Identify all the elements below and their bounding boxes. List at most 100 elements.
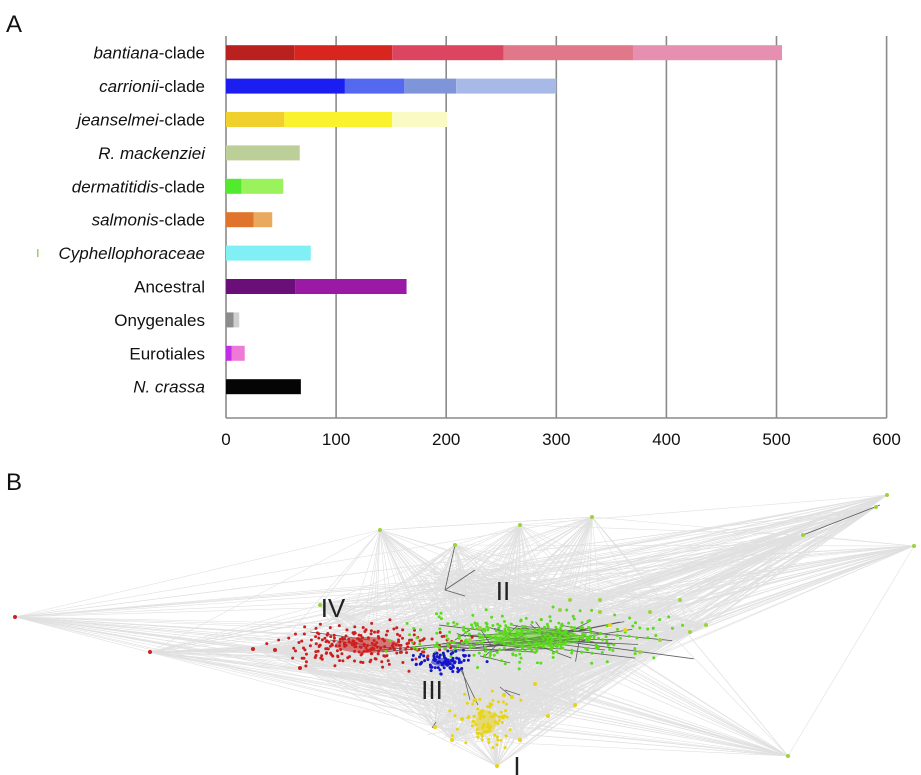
node <box>475 627 479 631</box>
node <box>422 654 426 658</box>
edge <box>379 529 611 626</box>
node <box>414 657 418 661</box>
node <box>438 631 442 635</box>
node <box>565 608 569 612</box>
edge <box>519 524 691 633</box>
category-label: R. mackenziei <box>98 144 206 163</box>
node <box>499 715 503 719</box>
node <box>589 631 593 635</box>
node <box>496 722 500 726</box>
node <box>385 654 389 658</box>
node <box>667 615 671 619</box>
node <box>524 616 528 620</box>
edge <box>689 534 804 633</box>
node <box>499 710 503 714</box>
node <box>407 669 411 673</box>
edge <box>499 686 513 698</box>
edge <box>14 529 381 618</box>
node <box>606 643 610 647</box>
edge <box>468 668 476 701</box>
node <box>439 617 443 621</box>
edge <box>252 545 915 650</box>
edge <box>484 599 681 740</box>
edge <box>379 529 424 576</box>
node <box>330 642 334 646</box>
node <box>501 700 505 704</box>
edge <box>444 544 456 591</box>
node <box>384 633 388 637</box>
cluster-core <box>335 637 399 653</box>
node <box>503 662 507 666</box>
edge <box>624 629 691 633</box>
node <box>530 620 534 624</box>
edge <box>149 628 313 653</box>
node <box>473 698 477 702</box>
node <box>469 643 473 647</box>
node <box>439 672 443 676</box>
node <box>578 609 582 613</box>
edge <box>319 604 481 629</box>
edge <box>401 506 877 589</box>
bar-segment <box>226 379 301 395</box>
node <box>497 648 501 652</box>
node <box>433 725 437 729</box>
node <box>293 632 297 636</box>
node <box>320 638 324 642</box>
node <box>316 649 320 653</box>
node <box>505 715 509 719</box>
node <box>412 633 416 637</box>
node <box>590 608 594 612</box>
edge <box>461 667 471 701</box>
edge <box>516 674 549 717</box>
edge <box>454 544 915 547</box>
node <box>548 615 552 619</box>
node <box>293 649 297 653</box>
node <box>326 647 330 651</box>
edge <box>14 506 877 618</box>
edge <box>454 544 641 653</box>
node <box>437 615 441 619</box>
node <box>13 615 17 619</box>
node <box>309 638 313 642</box>
edge <box>319 604 463 720</box>
node <box>464 630 468 634</box>
node <box>392 627 396 631</box>
node <box>587 639 591 643</box>
node <box>408 633 412 637</box>
x-tick-label: 0 <box>221 430 230 449</box>
node <box>488 705 492 709</box>
bar-segment <box>284 112 393 127</box>
node <box>340 652 344 656</box>
edge <box>445 516 593 569</box>
bar-segment <box>226 279 296 294</box>
node <box>471 702 475 706</box>
edge <box>319 494 888 606</box>
node <box>478 697 482 701</box>
node <box>318 622 322 626</box>
edge <box>574 534 804 706</box>
node <box>396 638 400 642</box>
edge <box>436 494 888 578</box>
node <box>451 670 455 674</box>
node <box>410 658 414 662</box>
edge <box>705 494 888 626</box>
edge <box>574 631 691 706</box>
node <box>401 661 405 665</box>
node <box>613 613 617 617</box>
edge <box>14 545 915 618</box>
node <box>333 664 337 668</box>
node <box>433 644 437 648</box>
edge <box>559 609 789 757</box>
edge <box>252 628 368 650</box>
edge <box>574 516 593 706</box>
node <box>492 653 496 657</box>
node <box>414 663 418 667</box>
edge <box>463 578 498 767</box>
node <box>874 505 878 509</box>
node <box>435 641 439 645</box>
node <box>380 660 384 664</box>
edge <box>479 506 877 583</box>
node <box>471 719 475 723</box>
node <box>476 735 480 739</box>
edge <box>519 524 804 536</box>
